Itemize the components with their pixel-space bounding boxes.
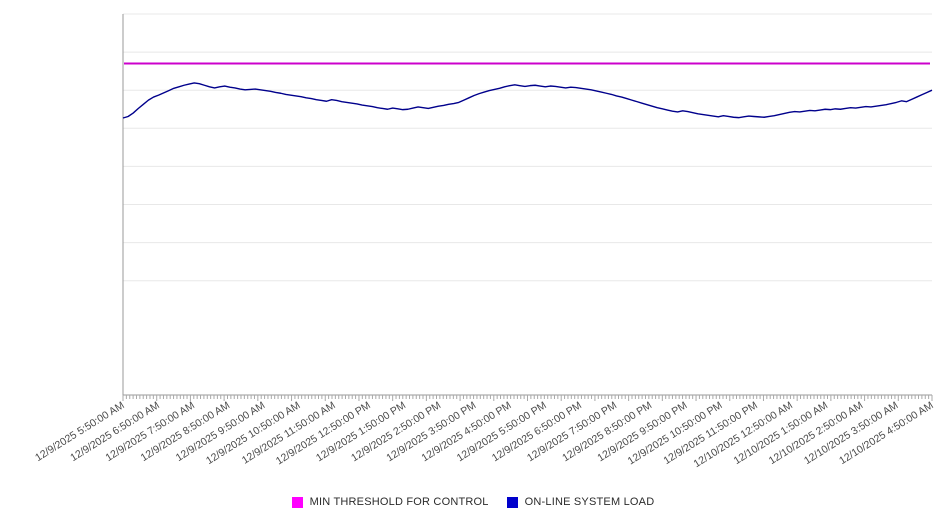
- gridlines-group: [123, 13, 932, 282]
- legend-label-min-threshold-for-control: MIN THRESHOLD FOR CONTROL: [309, 496, 489, 508]
- series-on-line-system-load: [122, 82, 933, 119]
- legend-item-min-threshold-for-control[interactable]: MIN THRESHOLD FOR CONTROL: [291, 496, 489, 508]
- legend-item-on-line-system-load[interactable]: ON-LINE SYSTEM LOAD: [506, 496, 655, 508]
- x-tick-marks-group: [122, 395, 933, 401]
- legend-label-on-line-system-load: ON-LINE SYSTEM LOAD: [524, 496, 655, 508]
- square-swatch-icon: [291, 496, 303, 508]
- square-swatch-icon: [506, 496, 518, 508]
- chart-legend: MIN THRESHOLD FOR CONTROL ON-LINE SYSTEM…: [0, 496, 946, 508]
